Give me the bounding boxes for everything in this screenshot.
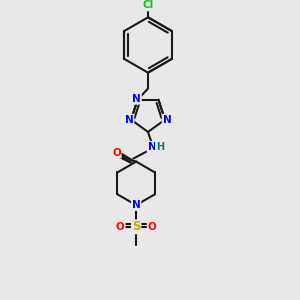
Text: O: O — [148, 222, 156, 232]
Text: N: N — [125, 115, 134, 125]
Text: H: H — [156, 142, 164, 152]
Text: O: O — [116, 222, 125, 232]
Text: N: N — [132, 94, 141, 104]
Text: N: N — [148, 142, 156, 152]
Text: O: O — [112, 148, 121, 158]
Text: S: S — [132, 220, 140, 233]
Text: N: N — [132, 200, 140, 210]
Text: Cl: Cl — [142, 0, 154, 11]
Text: N: N — [163, 115, 171, 125]
